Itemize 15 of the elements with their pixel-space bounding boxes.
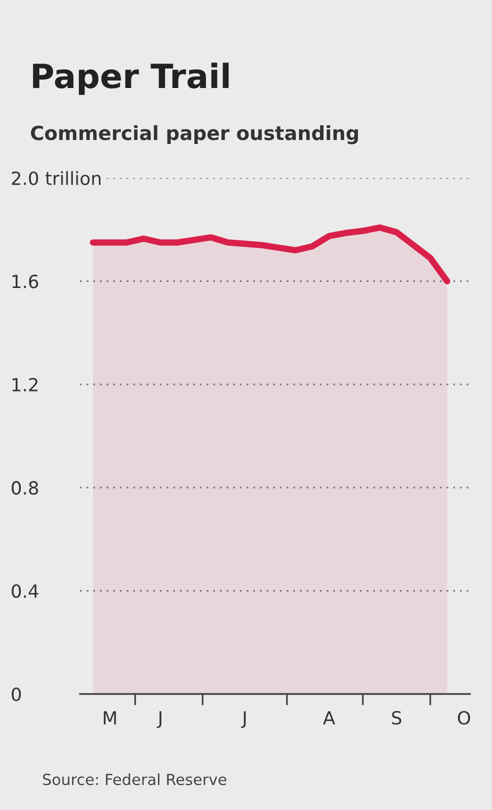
chart-title: Paper Trail [33,62,229,95]
y-tick-label: 0.8 [12,481,38,495]
source-note: Source: Federal Reserve [43,773,226,786]
y-tick-label: 2.0 trillion [12,171,101,186]
x-tick-label: S [392,710,402,725]
y-tick-label: 0 [12,687,21,702]
chart-subtitle: Commercial paper oustanding [30,125,358,144]
x-tick-label: J [241,711,246,728]
x-tick-label: M [104,711,116,724]
y-tick-label: 0.4 [12,584,38,598]
y-tick-label: 1.2 [12,378,38,392]
x-tick-label: A [323,711,336,724]
x-tick-label: J [156,711,162,728]
x-tick-label: O [458,710,470,725]
y-tick-label: 1.6 [12,274,38,288]
